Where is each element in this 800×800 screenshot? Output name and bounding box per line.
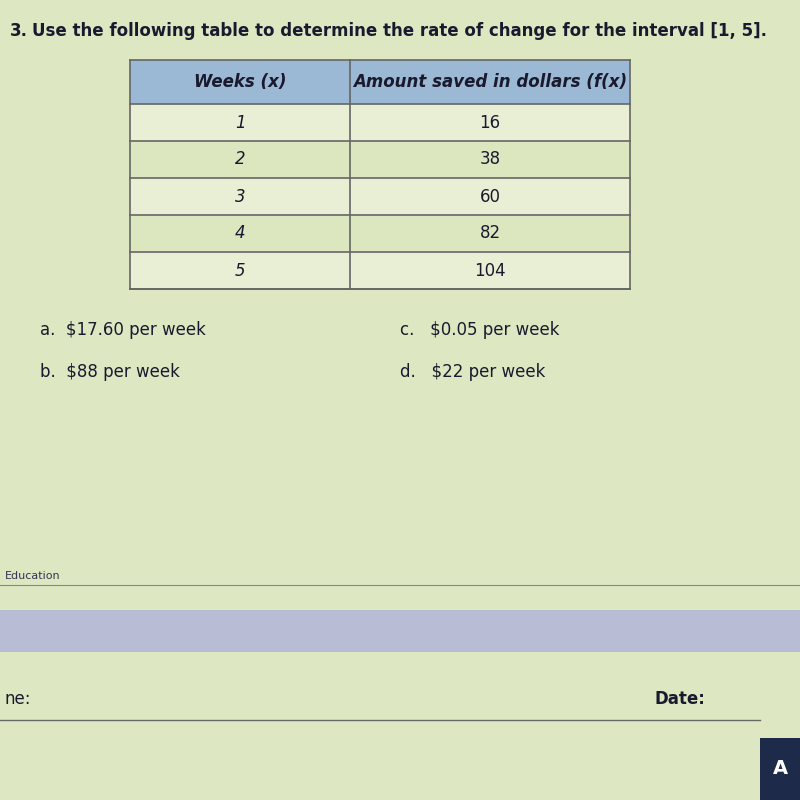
Text: 82: 82 [479, 225, 501, 242]
Bar [130, 178, 350, 215]
Text: Education: Education [5, 571, 61, 581]
Text: c.   $0.05 per week: c. $0.05 per week [400, 321, 559, 339]
Bar [350, 252, 630, 289]
Text: ne:: ne: [5, 690, 31, 708]
Bar [350, 178, 630, 215]
Text: 16: 16 [479, 114, 501, 131]
Text: 3.: 3. [10, 22, 28, 40]
Text: Amount saved in dollars (f(x): Amount saved in dollars (f(x) [353, 73, 627, 91]
Text: 104: 104 [474, 262, 506, 279]
Bar [350, 215, 630, 252]
Text: Weeks (x): Weeks (x) [194, 73, 286, 91]
Text: 3: 3 [234, 187, 246, 206]
Text: 38: 38 [479, 150, 501, 169]
Bar [130, 60, 630, 104]
Bar [130, 104, 350, 141]
Text: 4: 4 [234, 225, 246, 242]
Text: A: A [773, 759, 787, 778]
Text: Use the following table to determine the rate of change for the interval [1, 5].: Use the following table to determine the… [32, 22, 767, 40]
Text: a.  $17.60 per week: a. $17.60 per week [40, 321, 206, 339]
Bar [0, 610, 800, 652]
Bar [350, 141, 630, 178]
Text: 5: 5 [234, 262, 246, 279]
Text: d.   $22 per week: d. $22 per week [400, 363, 546, 381]
Text: b.  $88 per week: b. $88 per week [40, 363, 180, 381]
Bar [130, 252, 350, 289]
Bar [760, 738, 800, 800]
Bar [350, 104, 630, 141]
Text: 1: 1 [234, 114, 246, 131]
Text: 60: 60 [479, 187, 501, 206]
Text: Date:: Date: [655, 690, 706, 708]
Text: 2: 2 [234, 150, 246, 169]
Bar [130, 215, 350, 252]
Bar [130, 141, 350, 178]
